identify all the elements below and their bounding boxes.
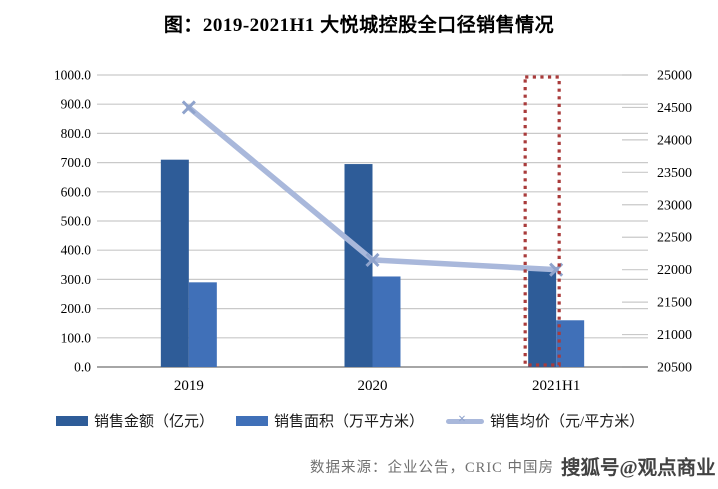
right-axis-tick-label: 23000 [657,198,692,213]
right-axis-tick-label: 20500 [657,361,692,376]
left-axis-tick-label: 400.0 [61,243,92,258]
left-axis-tick-label: 500.0 [61,214,92,229]
left-axis-tick-label: 1000.0 [54,68,91,83]
left-axis-tick-label: 300.0 [61,272,92,287]
legend-label-sales-area: 销售面积（万平方米） [274,414,425,430]
avg-price-swatch-icon: × [446,411,485,429]
left-axis-tick-label: 800.0 [61,126,92,141]
right-axis-tick-label: 21500 [657,296,692,311]
watermark-text: 搜狐号@观点商业 [561,458,716,479]
avg-price-line-swatch [446,418,485,424]
left-axis-tick-label: 0.0 [74,360,91,375]
bar-sales-area [372,276,401,367]
left-axis-tick-label: 200.0 [61,301,92,316]
bar-sales-amount [528,269,557,367]
right-axis-tick-label: 23500 [657,166,692,181]
left-axis-tick-label: 100.0 [61,330,92,345]
x-axis-category-label: 2020 [358,378,388,394]
chart-legend: 销售金额（亿元） 销售面积（万平方米） × 销售均价（元/平方米） [56,410,644,431]
right-axis-tick-label: 24000 [657,133,692,148]
left-axis-tick-label: 600.0 [61,184,92,199]
right-axis-tick-label: 22000 [657,263,692,278]
legend-item-sales-area: 销售面积（万平方米） [236,410,424,431]
right-axis-tick-label: 21000 [657,328,692,343]
right-axis-tick-label: 22500 [657,231,692,246]
avg-price-marker-icon: × [458,411,467,427]
highlight-dotted-rect [523,75,561,367]
x-axis-category-label: 2019 [174,378,204,394]
avg-price-x-marker [181,100,196,115]
legend-item-avg-price: × 销售均价（元/平方米） [446,410,644,431]
left-axis-tick-label: 700.0 [61,155,92,170]
bar-sales-amount [160,159,189,367]
legend-item-sales-amount: 销售金额（亿元） [56,410,214,431]
sales-area-swatch-icon [236,415,269,426]
bar-sales-area [188,282,217,367]
sales-amount-swatch-icon [56,415,88,426]
legend-label-avg-price: 销售均价（元/平方米） [490,414,645,430]
legend-label-sales-amount: 销售金额（亿元） [94,414,215,430]
avg-price-x-marker [365,252,380,267]
chart-title: 图：2019-2021H1 大悦城控股全口径销售情况 [163,15,555,36]
bar-sales-area [556,320,585,367]
left-axis-tick-label: 900.0 [61,97,92,112]
data-source-note: 数据来源：企业公告，CRIC 中国房 [310,460,554,476]
x-axis-category-label: 2021H1 [532,378,580,394]
right-axis-tick-label: 25000 [657,69,692,84]
right-axis-tick-label: 24500 [657,101,692,116]
